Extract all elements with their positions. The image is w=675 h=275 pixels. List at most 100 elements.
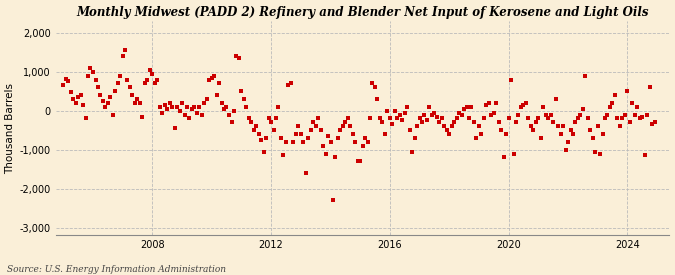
- Point: [580, 73, 591, 78]
- Point: [286, 81, 296, 86]
- Point: [439, 124, 450, 128]
- Point: [327, 198, 338, 202]
- Point: [427, 112, 437, 117]
- Point: [147, 72, 158, 76]
- Point: [268, 128, 279, 132]
- Point: [259, 149, 269, 154]
- Point: [70, 101, 81, 105]
- Point: [495, 128, 506, 132]
- Point: [221, 104, 232, 109]
- Point: [271, 116, 281, 121]
- Point: [642, 112, 653, 117]
- Point: [508, 151, 519, 156]
- Point: [167, 104, 178, 109]
- Point: [142, 77, 153, 82]
- Point: [275, 136, 286, 140]
- Point: [201, 97, 212, 101]
- Point: [207, 75, 217, 80]
- Point: [556, 132, 566, 136]
- Point: [246, 120, 256, 125]
- Point: [451, 116, 462, 121]
- Point: [63, 79, 74, 84]
- Point: [431, 114, 442, 119]
- Point: [174, 109, 185, 113]
- Point: [543, 116, 554, 121]
- Point: [407, 149, 418, 154]
- Point: [617, 116, 628, 121]
- Point: [535, 136, 546, 140]
- Point: [58, 83, 69, 87]
- Point: [550, 97, 561, 101]
- Point: [597, 132, 608, 136]
- Point: [140, 81, 151, 86]
- Point: [379, 132, 390, 136]
- Point: [637, 114, 647, 119]
- Point: [95, 93, 106, 97]
- Point: [196, 112, 207, 117]
- Point: [348, 132, 358, 136]
- Point: [369, 85, 380, 90]
- Point: [229, 109, 240, 113]
- Point: [234, 56, 244, 60]
- Point: [614, 124, 625, 128]
- Point: [342, 116, 353, 121]
- Point: [318, 144, 329, 148]
- Point: [456, 112, 467, 117]
- Point: [216, 101, 227, 105]
- Point: [501, 132, 512, 136]
- Point: [211, 93, 222, 97]
- Point: [303, 136, 314, 140]
- Point: [441, 128, 452, 132]
- Point: [364, 116, 375, 121]
- Point: [194, 104, 205, 109]
- Point: [612, 116, 623, 121]
- Point: [392, 116, 403, 121]
- Point: [345, 124, 356, 128]
- Point: [261, 136, 271, 140]
- Point: [223, 112, 234, 117]
- Point: [577, 106, 588, 111]
- Point: [422, 118, 433, 123]
- Point: [624, 120, 635, 125]
- Point: [298, 140, 308, 144]
- Point: [599, 116, 610, 121]
- Point: [75, 93, 86, 97]
- Point: [498, 155, 509, 160]
- Point: [387, 122, 398, 127]
- Point: [481, 103, 491, 107]
- Point: [486, 112, 497, 117]
- Point: [241, 104, 252, 109]
- Point: [634, 116, 645, 121]
- Point: [506, 77, 516, 82]
- Point: [622, 89, 633, 94]
- Point: [127, 93, 138, 97]
- Title: Monthly Midwest (PADD 2) Refinery and Blender Net Input of Kerosene and Light Oi: Monthly Midwest (PADD 2) Refinery and Bl…: [76, 6, 649, 18]
- Point: [65, 90, 76, 94]
- Point: [531, 120, 541, 125]
- Point: [184, 116, 195, 121]
- Point: [367, 81, 378, 86]
- Point: [434, 120, 445, 125]
- Point: [80, 116, 91, 121]
- Point: [632, 104, 643, 109]
- Point: [545, 112, 556, 117]
- Point: [620, 112, 630, 117]
- Y-axis label: Thousand Barrels: Thousand Barrels: [5, 83, 16, 174]
- Point: [504, 116, 514, 121]
- Point: [290, 132, 301, 136]
- Point: [464, 116, 475, 121]
- Point: [125, 85, 136, 90]
- Point: [540, 112, 551, 117]
- Point: [547, 120, 558, 125]
- Point: [305, 128, 316, 132]
- Point: [493, 120, 504, 125]
- Point: [400, 111, 410, 115]
- Point: [152, 77, 163, 82]
- Point: [226, 120, 237, 125]
- Point: [560, 147, 571, 152]
- Point: [412, 124, 423, 128]
- Point: [444, 132, 455, 136]
- Point: [132, 97, 143, 101]
- Point: [587, 136, 598, 140]
- Point: [82, 73, 93, 78]
